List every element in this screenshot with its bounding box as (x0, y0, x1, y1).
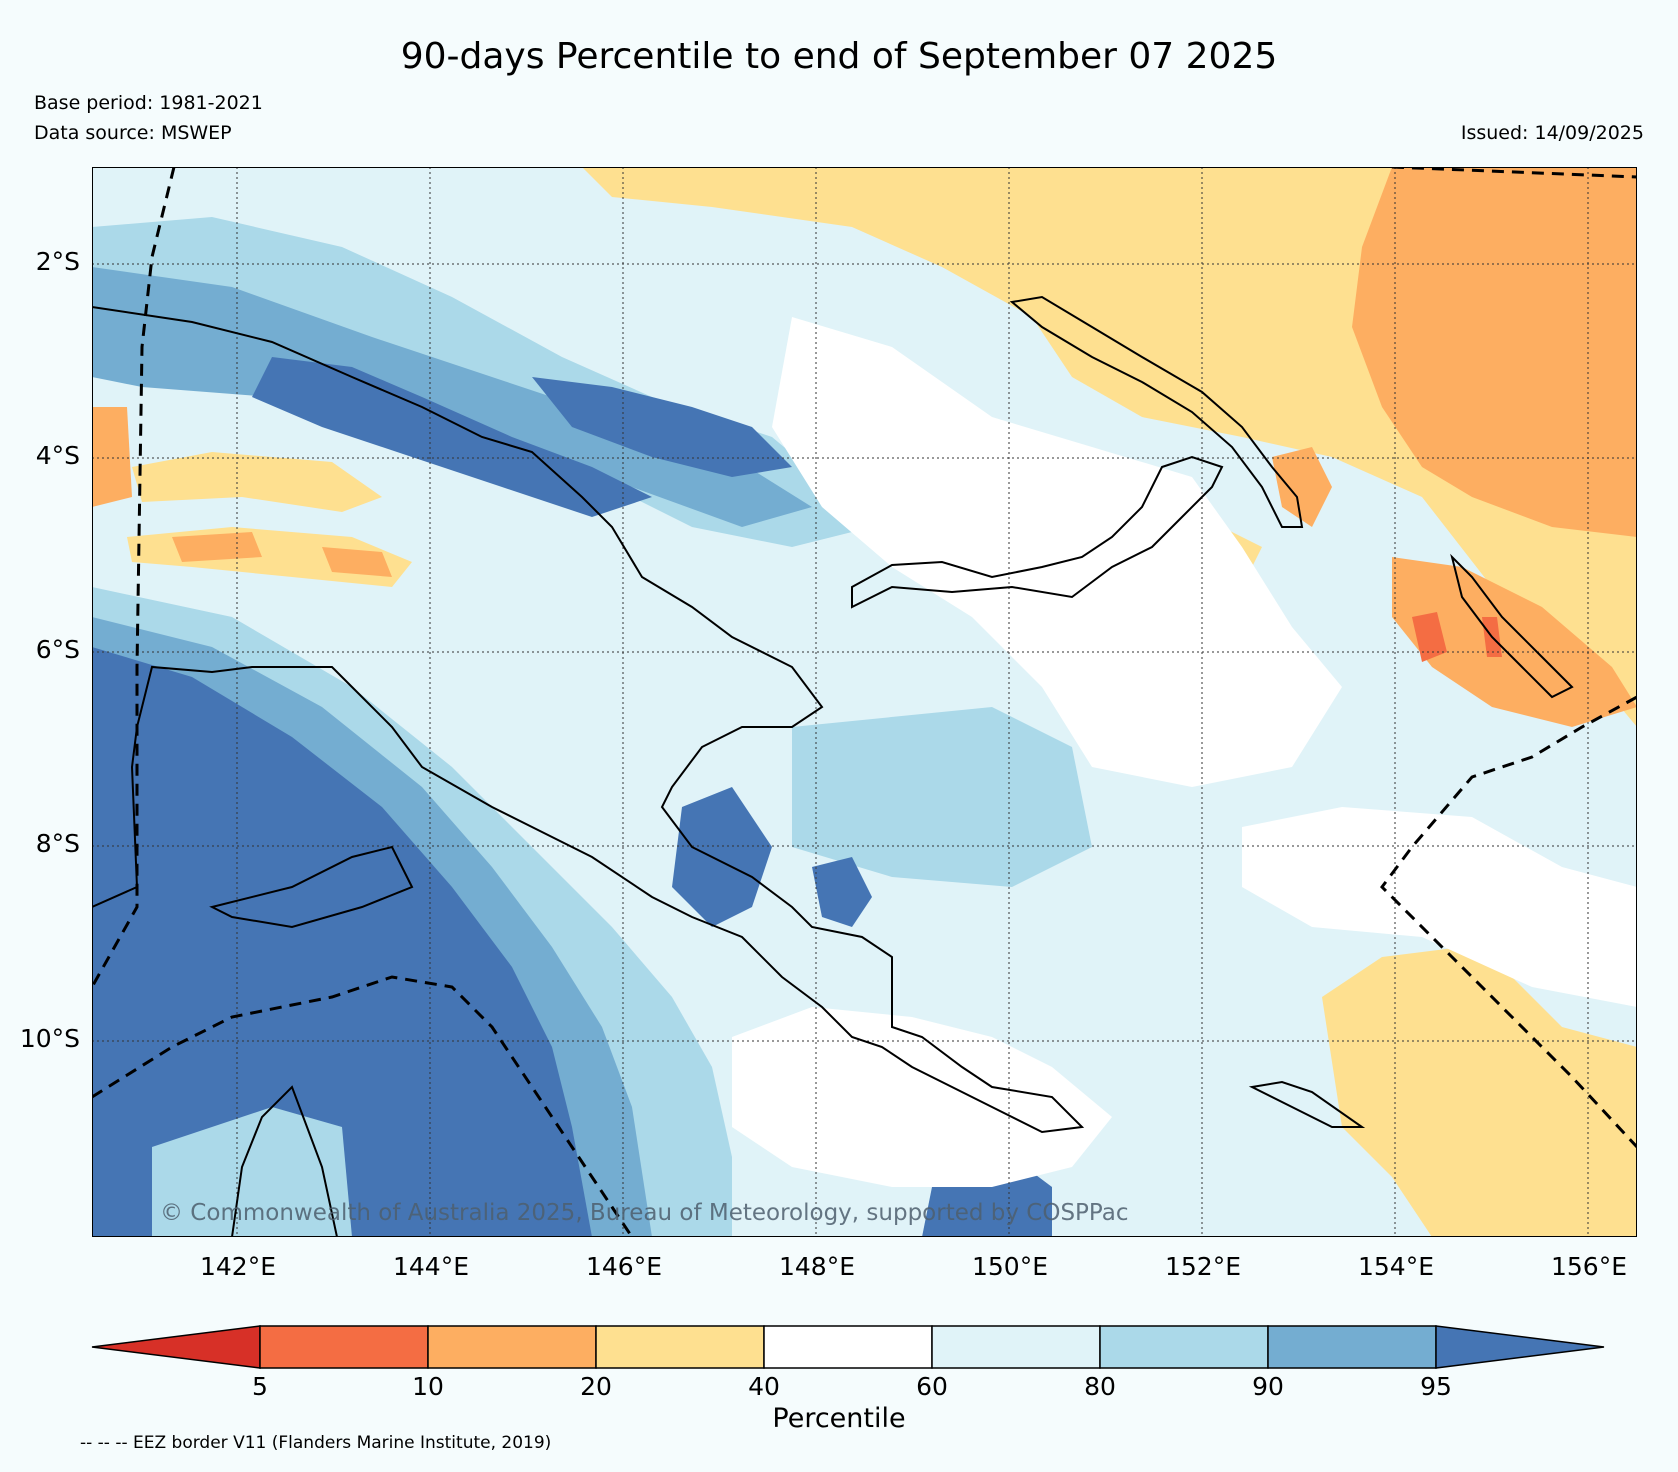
colorbar-below-5 (91, 1325, 261, 1369)
colorbar-60-80 (931, 1325, 1101, 1369)
lat-label-4s: 4°S (35, 441, 80, 470)
eez-borders (92, 167, 1637, 1237)
region-40-60-central (772, 317, 1342, 787)
colorbar-40-60 (763, 1325, 933, 1369)
colorbar-tick-20: 20 (580, 1372, 612, 1401)
colorbar-above-95 (1435, 1325, 1605, 1369)
region-40-60-south (732, 1007, 1112, 1187)
colorbar-80-90 (1099, 1325, 1269, 1369)
colorbar-10-20 (427, 1325, 597, 1369)
lat-label-2s: 2°S (35, 247, 80, 276)
colorbar-title: Percentile (772, 1403, 906, 1434)
lat-label-6s: 6°S (35, 635, 80, 664)
region-5-10-bougainville (1412, 612, 1447, 662)
colorbar-tick-80: 80 (1084, 1372, 1116, 1401)
colorbar (91, 1325, 1605, 1369)
colorbar-tick-90: 90 (1252, 1372, 1284, 1401)
region-above95-sepik (532, 377, 792, 477)
colorbar-90-95 (1267, 1325, 1437, 1369)
colorbar-5-10 (259, 1325, 429, 1369)
region-10-20-westedge (92, 407, 132, 507)
region-80-90-gulf (792, 707, 1092, 887)
colorbar-tick-95: 95 (1420, 1372, 1452, 1401)
region-above95-southwest (92, 647, 592, 1237)
lon-label-144e: 144°E (392, 1252, 469, 1281)
issued-date: Issued: 14/09/2025 (1460, 122, 1644, 144)
copyright-notice: © Commonwealth of Australia 2025, Bureau… (160, 1200, 1129, 1226)
colorbar-tick-60: 60 (916, 1372, 948, 1401)
region-10-20-highlands (172, 532, 262, 562)
region-10-20-bougainville (1392, 557, 1637, 727)
map-border (92, 167, 1637, 1237)
colorbar-20-40 (595, 1325, 765, 1369)
lon-label-142e: 142°E (199, 1252, 276, 1281)
region-40-60-east (1242, 807, 1637, 1007)
region-20-40-highlands (132, 452, 382, 512)
region-90-95-north (92, 267, 812, 527)
map-canvas (92, 167, 1637, 1237)
base-period: Base period: 1981-2021 (34, 92, 263, 114)
region-80-90-capeyork (152, 1107, 352, 1237)
lon-label-146e: 146°E (585, 1252, 662, 1281)
region-above95-north (252, 357, 652, 517)
lat-label-10s: 10°S (19, 1024, 80, 1053)
region-10-20-northeast (1352, 167, 1637, 537)
colorbar-tick-40: 40 (748, 1372, 780, 1401)
eez-footnote: -- -- -- EEZ border V11 (Flanders Marine… (80, 1433, 552, 1453)
lon-label-154e: 154°E (1357, 1252, 1434, 1281)
region-above95-central (672, 787, 772, 927)
colorbar-tick-5: 5 (252, 1372, 268, 1401)
graticule (92, 167, 1637, 1237)
lon-label-152e: 152°E (1164, 1252, 1241, 1281)
colorbar-tick-10: 10 (412, 1372, 444, 1401)
region-10-20-newireland (1272, 447, 1332, 527)
lon-label-156e: 156°E (1550, 1252, 1627, 1281)
region-10-20-highlands-2 (322, 547, 392, 577)
map-title: 90-days Percentile to end of September 0… (400, 36, 1278, 77)
region-above95-oro (812, 857, 872, 927)
coastlines (92, 295, 1574, 1237)
percentile-map (92, 167, 1637, 1237)
lat-label-8s: 8°S (35, 829, 80, 858)
lon-label-148e: 148°E (778, 1252, 855, 1281)
region-20-40-southeast (1322, 947, 1637, 1237)
lon-label-150e: 150°E (971, 1252, 1048, 1281)
data-source: Data source: MSWEP (34, 122, 232, 144)
